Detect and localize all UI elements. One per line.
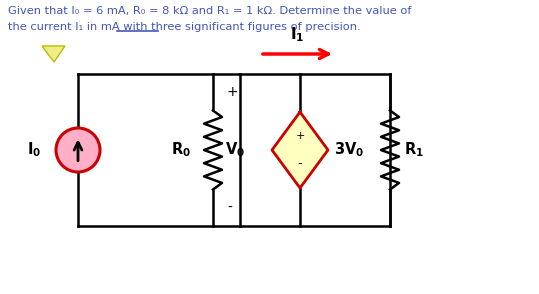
Polygon shape [42,46,65,62]
Text: +: + [295,131,305,141]
Text: $\mathbf{R_0}$: $\mathbf{R_0}$ [171,141,191,159]
Text: $\mathbf{I_1}$: $\mathbf{I_1}$ [291,25,305,44]
Text: Given that I₀ = 6 mA, R₀ = 8 kΩ and R₁ = 1 kΩ. Determine the value of: Given that I₀ = 6 mA, R₀ = 8 kΩ and R₁ =… [8,6,411,16]
Text: $\mathbf{3V_0}$: $\mathbf{3V_0}$ [334,141,364,159]
Polygon shape [272,112,328,188]
Text: -: - [298,158,302,171]
Text: +: + [227,85,239,99]
Text: the current I₁ in mA with three significant figures of precision.: the current I₁ in mA with three signific… [8,22,361,32]
Circle shape [56,128,100,172]
Text: $\mathbf{V_0}$: $\mathbf{V_0}$ [225,141,245,159]
Text: $\mathbf{I_0}$: $\mathbf{I_0}$ [27,141,41,159]
Text: $\mathbf{R_1}$: $\mathbf{R_1}$ [404,141,424,159]
Text: -: - [227,201,232,215]
